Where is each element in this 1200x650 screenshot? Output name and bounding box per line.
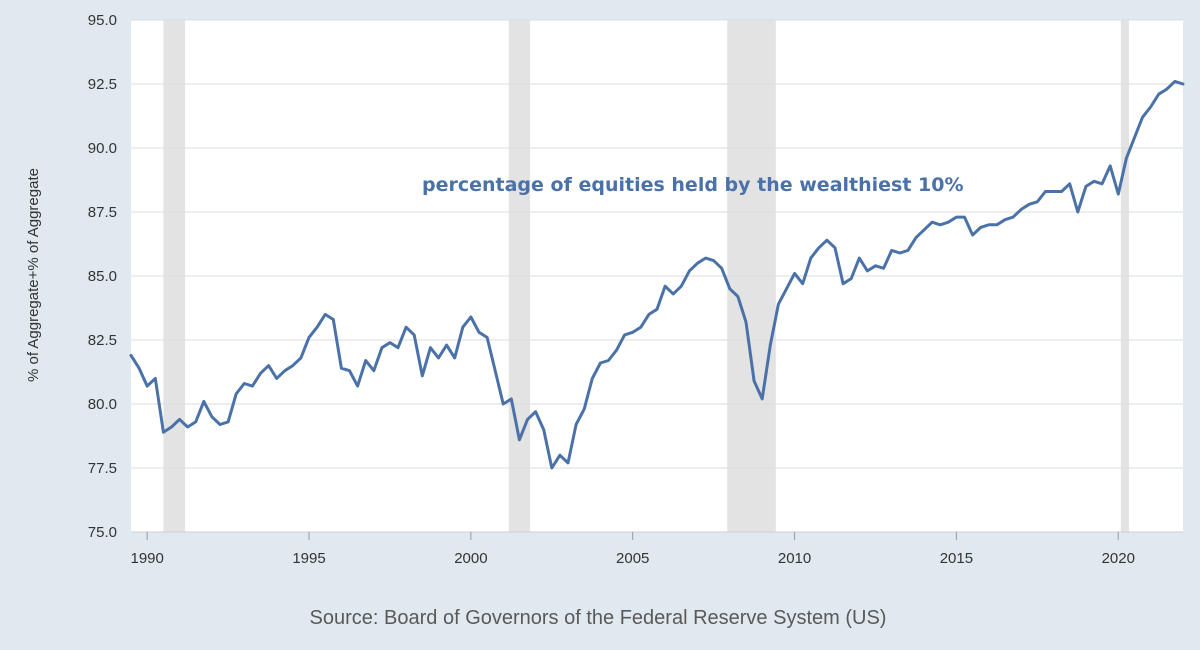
y-tick-label: 75.0 <box>88 524 117 541</box>
chart-annotation: percentage of equities held by the wealt… <box>422 174 964 196</box>
y-axis-ticks: 75.0 77.5 80.0 82.5 85.0 87.5 90.0 92.5 95.0 <box>88 12 117 541</box>
x-axis-ticks: 1990 1995 2000 2005 2010 2015 2020 <box>130 532 1135 567</box>
y-tick-label: 80.0 <box>88 396 117 413</box>
x-tick-label: 1990 <box>130 550 163 567</box>
y-tick-label: 77.5 <box>88 460 117 477</box>
y-tick-label: 82.5 <box>88 332 117 349</box>
series-line <box>129 79 1185 470</box>
x-tick-label: 2005 <box>616 550 649 567</box>
y-tick-label: 87.5 <box>88 204 117 221</box>
x-tick-label: 2000 <box>454 550 487 567</box>
source-note: Source: Board of Governors of the Federa… <box>310 607 887 629</box>
y-tick-label: 90.0 <box>88 140 117 157</box>
y-tick-label: 95.0 <box>88 12 117 29</box>
y-tick-label: 85.0 <box>88 268 117 285</box>
x-tick-label: 2020 <box>1102 550 1135 567</box>
x-tick-label: 2010 <box>778 550 811 567</box>
y-tick-label: 92.5 <box>88 76 117 93</box>
x-tick-label: 1995 <box>292 550 325 567</box>
y-axis-label: % of Aggregate+% of Aggregate <box>25 168 42 382</box>
x-tick-label: 2015 <box>940 550 973 567</box>
gridlines <box>131 19 1183 533</box>
